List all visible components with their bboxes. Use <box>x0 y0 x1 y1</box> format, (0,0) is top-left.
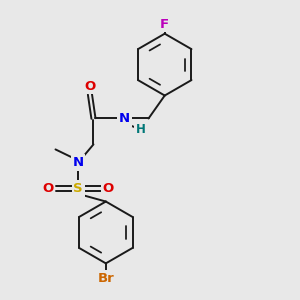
Text: O: O <box>103 182 114 195</box>
Text: N: N <box>73 156 84 169</box>
Text: O: O <box>42 182 53 195</box>
Text: F: F <box>160 18 169 31</box>
Text: S: S <box>73 182 83 195</box>
Text: O: O <box>84 80 96 93</box>
Text: Br: Br <box>98 272 114 285</box>
Text: H: H <box>136 123 146 136</box>
Text: N: N <box>119 112 130 125</box>
